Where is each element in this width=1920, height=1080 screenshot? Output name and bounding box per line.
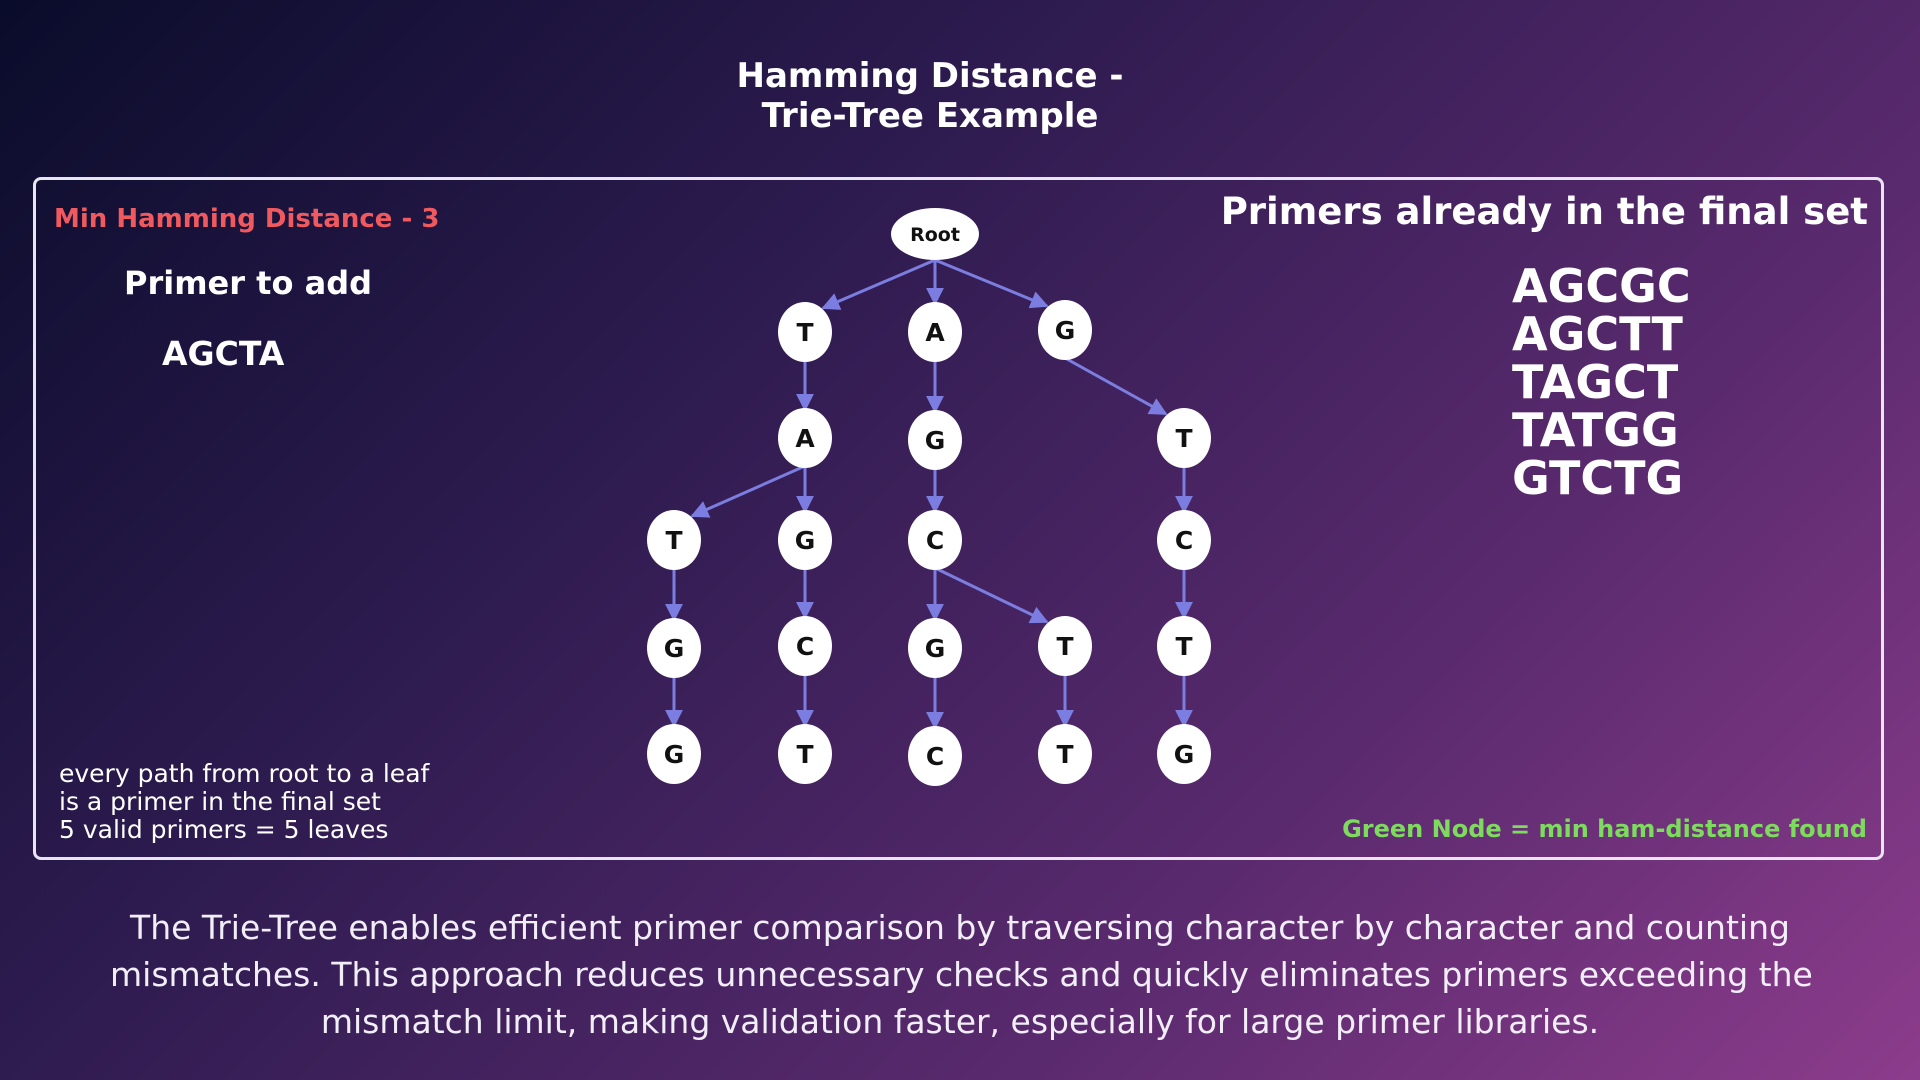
caption-line: The Trie-Tree enables efficient primer c… — [130, 908, 1790, 947]
primer-to-add-label: Primer to add — [124, 264, 372, 302]
trie-node-shape — [1038, 616, 1092, 676]
trie-node-label: G — [1174, 740, 1195, 769]
trie-node: G — [908, 410, 962, 470]
trie-node: C — [908, 726, 962, 786]
trie-node: G — [908, 618, 962, 678]
note-line: every path from root to a leaf — [59, 759, 430, 788]
trie-node: C — [778, 616, 832, 676]
trie-node-label: T — [796, 740, 813, 769]
trie-node-label: T — [1056, 740, 1073, 769]
trie-node-label: T — [1056, 632, 1073, 661]
trie-edge — [821, 258, 936, 310]
trie-node-shape — [647, 724, 701, 784]
note-line: 5 valid primers = 5 leaves — [59, 815, 389, 844]
trie-node-label: T — [1175, 424, 1192, 453]
legend-green-node: Green Node = min ham-distance found — [1342, 815, 1867, 843]
trie-node-shape — [908, 302, 962, 362]
final-set-list: AGCGC AGCTT TAGCT TATGG GTCTG — [1512, 262, 1691, 502]
trie-node-label: G — [664, 740, 685, 769]
trie-node-shape — [647, 510, 701, 570]
trie-node: T — [1157, 616, 1211, 676]
trie-node-shape — [1157, 408, 1211, 468]
trie-node-shape — [1157, 616, 1211, 676]
trie-node: T — [1038, 724, 1092, 784]
trie-node-shape — [647, 618, 701, 678]
trie-nodes: Root T A G A G T T G C C G C G T T G T C T G — [647, 208, 1211, 786]
caption-line: mismatch limit, making validation faster… — [320, 1002, 1600, 1041]
final-set-primer: AGCGC — [1512, 259, 1691, 313]
trie-node: G — [778, 510, 832, 570]
trie-node-label: T — [1175, 632, 1192, 661]
caption: The Trie-Tree enables efficient primer c… — [110, 904, 1813, 1045]
final-set-primer: GTCTG — [1512, 451, 1684, 505]
trie-node-label: G — [925, 634, 946, 663]
trie-edges — [665, 258, 1193, 730]
trie-node-label: C — [796, 632, 814, 661]
min-hamming-label: Min Hamming Distance - 3 — [54, 204, 440, 234]
trie-node-shape — [778, 510, 832, 570]
trie-node-label: C — [926, 526, 944, 555]
trie-node: G — [1157, 724, 1211, 784]
trie-node-label: A — [795, 424, 815, 453]
trie-node-shape — [778, 408, 832, 468]
trie-node-shape — [908, 618, 962, 678]
note-line: is a primer in the final set — [59, 787, 381, 816]
trie-node-shape — [908, 410, 962, 470]
trie-edge — [690, 464, 806, 518]
trie-node-label: C — [1175, 526, 1193, 555]
diagram-title: Hamming Distance - Trie-Tree Example — [0, 56, 1860, 136]
trie-node: C — [908, 510, 962, 570]
trie-node-shape — [1038, 724, 1092, 784]
trie-node-label: Root — [910, 224, 960, 246]
trie-node-shape — [1038, 300, 1092, 360]
trie-node-label: T — [665, 526, 682, 555]
trie-node-shape — [1157, 510, 1211, 570]
trie-node: T — [778, 724, 832, 784]
trie-node: G — [647, 724, 701, 784]
trie-node-shape — [891, 208, 979, 260]
trie-node-label: G — [1055, 316, 1076, 345]
trie-root-node: Root — [891, 208, 979, 260]
trie-node: C — [1157, 510, 1211, 570]
trie-node: A — [778, 408, 832, 468]
trie-edge — [934, 566, 1049, 624]
trie-node: G — [647, 618, 701, 678]
notes: every path from root to a leaf is a prim… — [59, 760, 429, 844]
diagram-panel — [33, 177, 1884, 860]
primer-to-add-value: AGCTA — [162, 334, 285, 373]
trie-node-shape — [908, 510, 962, 570]
caption-line: mismatches. This approach reduces unnece… — [110, 955, 1813, 994]
trie-node-label: G — [795, 526, 816, 555]
title-line-1: Hamming Distance - — [736, 56, 1124, 96]
trie-node-label: A — [925, 318, 945, 347]
trie-node: T — [1157, 408, 1211, 468]
trie-node-shape — [778, 724, 832, 784]
trie-node: G — [1038, 300, 1092, 360]
trie-node: T — [647, 510, 701, 570]
trie-node-label: T — [796, 318, 813, 347]
trie-node-label: C — [926, 742, 944, 771]
title-line-2: Trie-Tree Example — [761, 96, 1099, 136]
final-set-primer: TAGCT — [1512, 355, 1679, 409]
trie-node: T — [778, 302, 832, 362]
trie-node: T — [1038, 616, 1092, 676]
trie-node-shape — [778, 302, 832, 362]
trie-node-shape — [1157, 724, 1211, 784]
trie-node-label: G — [664, 634, 685, 663]
trie-edge — [1064, 356, 1168, 416]
trie-node-label: G — [925, 426, 946, 455]
trie-node-shape — [778, 616, 832, 676]
final-set-primer: AGCTT — [1512, 307, 1683, 361]
trie-node-shape — [908, 726, 962, 786]
final-set-header: Primers already in the final set — [1220, 190, 1868, 233]
trie-edge — [934, 258, 1049, 309]
trie-node: A — [908, 302, 962, 362]
final-set-primer: TATGG — [1512, 403, 1679, 457]
